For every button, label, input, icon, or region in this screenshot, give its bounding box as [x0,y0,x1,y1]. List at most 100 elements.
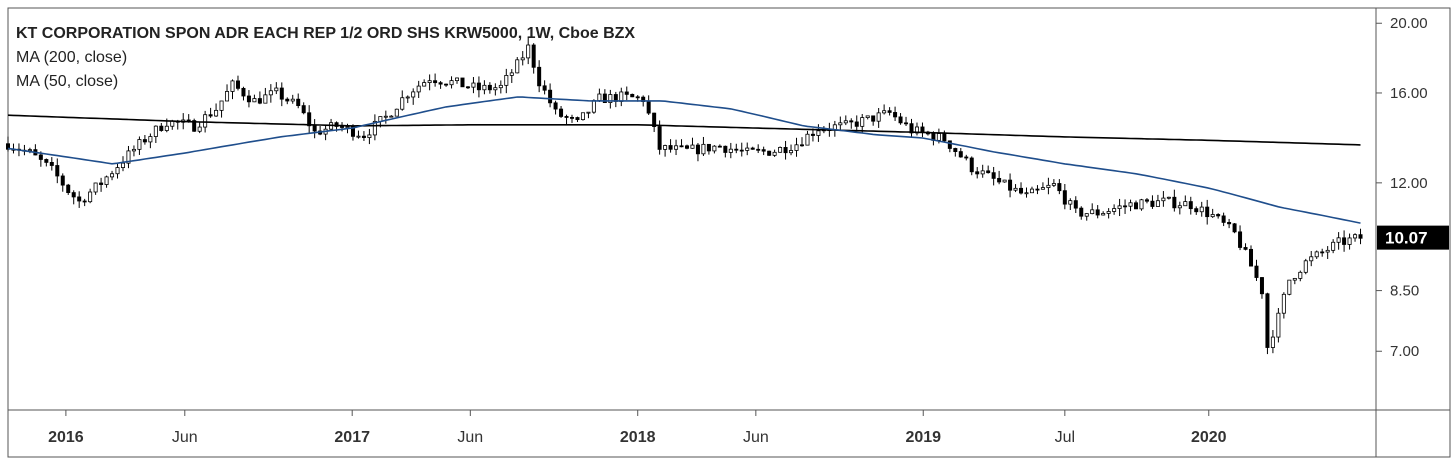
legend-ma50: MA (50, close) [16,73,119,90]
candle-body [356,135,361,138]
candle-body [1298,271,1303,279]
candle-body [652,112,657,127]
candle-body [865,115,870,118]
candle-body [1221,215,1226,223]
candle-body [1177,205,1182,209]
candle-body [679,145,684,148]
candle-body [526,44,531,59]
candle-body [44,159,49,163]
candle-body [734,148,739,151]
x-tick-label: 2017 [334,429,370,446]
chart-title: KT CORPORATION SPON ADR EACH REP 1/2 ORD… [16,25,636,42]
candle-body [882,110,887,114]
candle-body [405,96,410,99]
candle-body [400,97,405,110]
candle-body [208,114,213,117]
candle-body [975,171,980,175]
candle-body [476,82,481,91]
candle-body [1232,223,1237,233]
candle-body [77,196,82,202]
candle-body [1331,241,1336,251]
candle-body [597,93,602,101]
candle-body [427,80,432,83]
candle-body [279,87,284,100]
candle-body [1090,209,1095,215]
candle-body [1342,237,1347,245]
candle-body [1019,187,1024,194]
candle-body [750,147,755,150]
candle-body [1287,279,1292,295]
candle-body [739,149,744,152]
candle-body [99,182,104,185]
candle-body [482,84,487,91]
x-tick-label: 2016 [48,429,84,446]
candle-body [947,140,952,149]
candle-body [805,133,810,146]
candle-body [1314,251,1319,258]
candle-body [1243,247,1248,250]
candle-body [701,143,706,155]
candle-body [1106,211,1111,214]
candle-body [1002,179,1007,183]
candle-body [619,91,624,102]
candle-body [104,176,109,185]
candle-body [1139,199,1144,210]
candle-body [936,133,941,141]
x-tick-label: Jun [457,429,483,446]
candle-body [257,98,262,104]
candle-body [1073,200,1078,209]
candle-body [799,144,804,147]
candle-body [290,98,295,102]
candle-body [745,147,750,151]
candle-body [1276,312,1281,338]
candle-body [1035,188,1040,191]
candle-body [71,192,76,198]
candle-body [668,145,673,150]
candle-body [1259,277,1264,295]
chart-legend: KT CORPORATION SPON ADR EACH REP 1/2 ORD… [16,22,635,94]
candle-body [1249,248,1254,267]
candle-body [1353,234,1358,239]
y-tick-label: 7.00 [1390,343,1419,360]
candle-body [137,139,142,150]
candle-body [1013,187,1018,191]
candle-body [860,117,865,127]
candle-body [88,191,93,203]
candle-body [876,112,881,122]
candle-body [849,120,854,123]
candle-body [1166,196,1171,199]
candle-body [230,80,235,92]
candle-body [268,90,273,96]
candle-body [953,148,958,152]
candle-body [591,100,596,113]
legend-ma200: MA (200, close) [16,49,128,66]
candle-body [772,151,777,156]
x-tick-label: 2019 [905,429,941,446]
candle-body [586,111,591,114]
candle-body [455,77,460,82]
candle-body [1161,197,1166,202]
candle-body [1210,214,1215,218]
candle-body [411,91,416,98]
candle-body [537,66,542,87]
candle-body [958,151,963,158]
candle-body [1029,188,1034,194]
candle-body [274,87,279,92]
candle-body [1320,251,1325,254]
candle-body [531,44,536,68]
candle-body [1062,190,1067,205]
candle-body [608,94,613,103]
candle-body [307,112,312,127]
candle-body [520,57,525,61]
candle-body [285,98,290,102]
candle-body [438,82,443,85]
candle-body [1084,213,1089,217]
chart-frame [7,7,1451,458]
candle-body [575,117,580,121]
candle-body [1008,179,1013,191]
candle-body [756,148,761,151]
candle-body [1024,192,1029,195]
candle-body [559,108,564,117]
candle-body [159,125,164,131]
